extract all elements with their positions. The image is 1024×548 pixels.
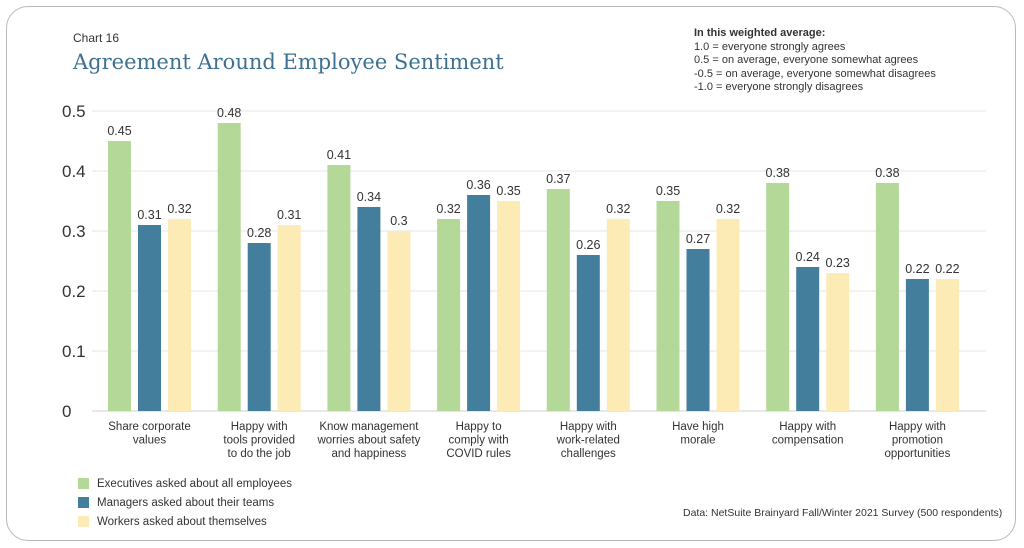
x-tick-label: Happy with promotion opportunities bbox=[884, 421, 950, 460]
data-label: 0.22 bbox=[905, 262, 929, 276]
data-label: 0.23 bbox=[826, 256, 850, 270]
legend-swatch-executives bbox=[78, 478, 89, 489]
y-tick-label: 0.4 bbox=[62, 162, 86, 181]
legend-label: Managers asked about their teams bbox=[97, 496, 275, 509]
data-label: 0.27 bbox=[686, 232, 710, 246]
legend-item-workers: Workers asked about themselves bbox=[78, 512, 292, 531]
x-tick-label: Share corporate values bbox=[108, 421, 190, 447]
data-label: 0.35 bbox=[496, 184, 520, 198]
data-label: 0.28 bbox=[247, 226, 271, 240]
note-heading: In this weighted average: bbox=[694, 27, 826, 39]
bar bbox=[217, 123, 241, 411]
bar bbox=[826, 273, 850, 411]
bar bbox=[357, 207, 381, 411]
data-label: 0.32 bbox=[167, 202, 191, 216]
data-label: 0.26 bbox=[576, 238, 600, 252]
data-label: 0.3 bbox=[390, 214, 407, 228]
bar bbox=[497, 201, 521, 411]
note-line: -1.0 = everyone strongly disagrees bbox=[694, 81, 864, 94]
note-line: -0.5 = on average, everyone somewhat dis… bbox=[694, 67, 936, 80]
bar bbox=[606, 219, 630, 411]
bar bbox=[656, 201, 680, 411]
note-line: 1.0 = everyone strongly agrees bbox=[694, 40, 846, 53]
bar bbox=[796, 267, 820, 411]
data-label: 0.41 bbox=[327, 148, 351, 162]
data-label: 0.37 bbox=[546, 172, 570, 186]
bar bbox=[467, 195, 491, 411]
data-source: Data: NetSuite Brainyard Fall/Winter 202… bbox=[683, 507, 1003, 519]
note-line: 0.5 = on average, everyone somewhat agre… bbox=[694, 54, 919, 67]
data-label: 0.34 bbox=[357, 190, 381, 204]
bar bbox=[108, 141, 131, 411]
y-tick-label: 0 bbox=[62, 402, 71, 421]
bar bbox=[875, 183, 899, 411]
data-label: 0.48 bbox=[217, 106, 241, 120]
bar bbox=[546, 189, 570, 411]
bar bbox=[686, 249, 710, 411]
x-tick-label: Happy with work-related challenges bbox=[556, 421, 620, 460]
data-label: 0.35 bbox=[656, 184, 680, 198]
bar bbox=[277, 225, 301, 411]
legend-item-executives: Executives asked about all employees bbox=[78, 474, 292, 493]
legend-item-managers: Managers asked about their teams bbox=[78, 493, 292, 512]
data-label: 0.31 bbox=[137, 208, 161, 222]
bar bbox=[138, 225, 161, 411]
bar bbox=[247, 243, 271, 411]
y-tick-label: 0.5 bbox=[62, 102, 86, 121]
x-tick-label: Happy with tools provided to do the job bbox=[223, 421, 295, 460]
legend-swatch-managers bbox=[78, 497, 89, 508]
y-tick-label: 0.1 bbox=[62, 342, 86, 361]
data-label: 0.32 bbox=[606, 202, 630, 216]
bar bbox=[437, 219, 461, 411]
bar bbox=[905, 279, 929, 411]
chart-title: Agreement Around Employee Sentiment bbox=[73, 50, 504, 74]
y-tick-label: 0.3 bbox=[62, 222, 86, 241]
data-label: 0.31 bbox=[277, 208, 301, 222]
data-label: 0.45 bbox=[107, 124, 131, 138]
data-label: 0.38 bbox=[875, 166, 899, 180]
data-label: 0.32 bbox=[716, 202, 740, 216]
bar bbox=[935, 279, 959, 411]
legend-label: Executives asked about all employees bbox=[97, 477, 292, 490]
x-tick-label: Know management worries about safety and h… bbox=[316, 421, 420, 460]
bar bbox=[327, 165, 351, 411]
y-tick-label: 0.2 bbox=[62, 282, 86, 301]
data-label: 0.24 bbox=[796, 250, 820, 264]
legend: Executives asked about all employees Man… bbox=[78, 474, 292, 531]
x-tick-label: Happy with compensation bbox=[772, 421, 844, 447]
weighted-average-note: In this weighted average: 1.0 = everyone… bbox=[694, 27, 936, 95]
data-label: 0.38 bbox=[766, 166, 790, 180]
chart-number: Chart 16 bbox=[73, 31, 120, 45]
bar bbox=[387, 231, 411, 411]
bar bbox=[766, 183, 790, 411]
data-label: 0.22 bbox=[935, 262, 959, 276]
legend-label: Workers asked about themselves bbox=[97, 515, 267, 528]
bar bbox=[168, 219, 191, 411]
x-tick-label: Happy to comply with COVID rules bbox=[446, 421, 511, 460]
bar bbox=[576, 255, 600, 411]
x-tick-label: Have high morale bbox=[672, 421, 724, 447]
legend-swatch-workers bbox=[78, 516, 89, 527]
data-label: 0.36 bbox=[466, 178, 490, 192]
bar bbox=[716, 219, 740, 411]
data-label: 0.32 bbox=[436, 202, 460, 216]
